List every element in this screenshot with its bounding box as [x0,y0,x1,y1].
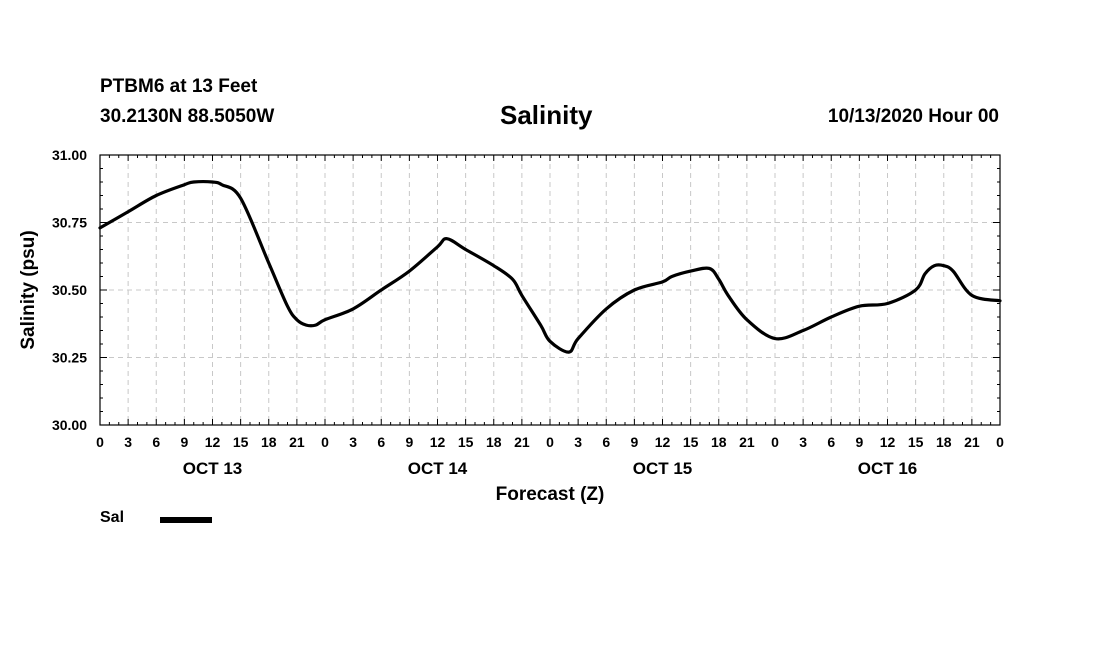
x-tick-label: 15 [233,434,249,450]
x-tick-label: 21 [514,434,530,450]
x-tick-label: 0 [996,434,1004,450]
x-tick-label: 9 [180,434,188,450]
x-tick-label: 0 [96,434,104,450]
y-tick-label: 30.75 [52,215,87,231]
x-tick-label: 12 [880,434,896,450]
x-axis-label: Forecast (Z) [496,484,605,505]
x-tick-label: 12 [205,434,221,450]
x-tick-label: 6 [827,434,835,450]
x-tick-label: 6 [152,434,160,450]
x-tick-label: 15 [908,434,924,450]
day-label: OCT 15 [633,459,693,478]
x-tick-label: 21 [289,434,305,450]
y-tick-label: 30.00 [52,417,87,433]
y-tick-label: 30.25 [52,350,87,366]
x-tick-label: 18 [261,434,277,450]
day-label: OCT 13 [183,459,243,478]
x-tick-label: 18 [486,434,502,450]
x-tick-label: 15 [458,434,474,450]
chart-title: Salinity [500,100,593,130]
x-tick-label: 3 [349,434,357,450]
x-tick-label: 3 [574,434,582,450]
legend-label: Sal [100,509,125,526]
x-tick-label: 6 [602,434,610,450]
x-tick-label: 9 [405,434,413,450]
y-tick-label: 31.00 [52,147,87,163]
legend-line-swatch [160,517,212,523]
x-tick-label: 21 [964,434,980,450]
x-tick-label: 12 [430,434,446,450]
y-tick-label: 30.50 [52,282,87,298]
x-tick-label: 9 [630,434,638,450]
station-label: PTBM6 at 13 Feet [100,76,258,97]
x-tick-label: 15 [683,434,699,450]
x-tick-label: 0 [321,434,329,450]
day-label: OCT 16 [858,459,918,478]
x-tick-label: 21 [739,434,755,450]
x-tick-label: 0 [546,434,554,450]
x-tick-label: 12 [655,434,671,450]
x-tick-label: 3 [124,434,132,450]
x-tick-label: 18 [711,434,727,450]
series-line-sal [98,180,1002,354]
y-axis-label: Salinity (psu) [18,230,39,349]
run-time-label: 10/13/2020 Hour 00 [827,106,999,127]
x-tick-label: 3 [799,434,807,450]
x-tick-label: 6 [377,434,385,450]
x-tick-label: 9 [855,434,863,450]
x-tick-label: 0 [771,434,779,450]
x-tick-label: 18 [936,434,952,450]
coordinates-label: 30.2130N 88.5050W [100,106,275,127]
day-label: OCT 14 [408,459,468,478]
